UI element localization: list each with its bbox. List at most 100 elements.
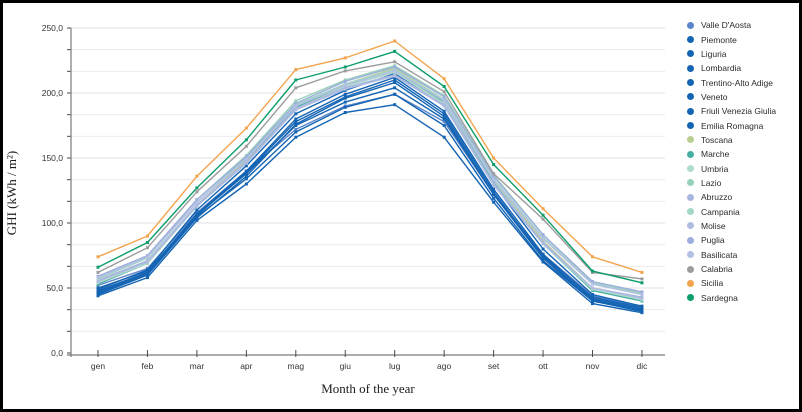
data-point-marker — [492, 174, 496, 178]
data-point-marker — [541, 255, 545, 259]
data-point-marker — [244, 126, 248, 130]
legend-label: Veneto — [701, 91, 728, 102]
data-point-marker — [343, 87, 347, 91]
legend-label: Lazio — [701, 177, 722, 188]
legend-item-puglia: Puglia — [687, 233, 776, 247]
data-point-marker — [244, 157, 248, 161]
data-point-marker — [195, 218, 199, 222]
data-point-marker — [541, 207, 545, 211]
x-tick-label-mar: mar — [189, 361, 205, 371]
legend-item-abruzzo: Abruzzo — [687, 190, 776, 204]
legend-color-dot — [687, 122, 694, 130]
data-point-marker — [492, 156, 496, 160]
legend-color-dot — [687, 265, 694, 273]
data-point-marker — [591, 286, 594, 290]
y-tick-label: 0,0 — [51, 347, 63, 358]
legend-item-sardegna: Sardegna — [687, 291, 776, 305]
legend-label: Marche — [701, 149, 730, 160]
series-line-veneto — [97, 76, 643, 310]
series-line-trentino-alto-adige — [97, 93, 643, 311]
data-point-marker — [640, 304, 644, 308]
x-tick-label-giu: giu — [339, 361, 351, 371]
data-point-marker — [492, 163, 496, 166]
data-point-marker — [96, 270, 100, 274]
data-point-marker — [195, 208, 199, 212]
data-point-marker — [393, 103, 397, 107]
legend-color-dot — [687, 279, 694, 287]
data-point-marker — [145, 268, 149, 272]
legend-color-dot — [687, 50, 694, 58]
data-point-marker — [442, 90, 446, 94]
data-point-marker — [294, 112, 298, 116]
legend-color-dot — [687, 136, 694, 144]
data-point-marker — [96, 255, 100, 259]
data-point-marker — [442, 109, 446, 113]
data-point-marker — [442, 104, 446, 108]
series-line-sicilia — [97, 40, 643, 274]
legend-item-marche: Marche — [687, 147, 776, 161]
series-line-toscana — [97, 67, 643, 300]
data-point-marker — [145, 260, 149, 264]
legend-item-toscana: Toscana — [687, 133, 776, 147]
data-point-marker — [492, 172, 496, 176]
x-axis-title: Month of the year — [321, 381, 415, 396]
data-point-marker — [442, 95, 446, 99]
legend-label: Molise — [701, 220, 726, 231]
data-point-marker — [343, 65, 347, 69]
x-tick-label-ago: ago — [437, 361, 452, 371]
series-line-abruzzo — [97, 74, 643, 298]
data-point-marker — [541, 217, 545, 221]
data-point-marker — [244, 161, 248, 165]
data-point-marker — [343, 83, 347, 87]
data-point-marker — [393, 49, 397, 53]
data-point-marker — [393, 69, 397, 73]
data-point-marker — [591, 280, 594, 283]
legend-color-dot — [687, 21, 694, 29]
legend-item-lazio: Lazio — [687, 176, 776, 190]
data-point-marker — [343, 56, 347, 60]
data-point-marker — [591, 282, 594, 286]
legend-color-dot — [687, 236, 694, 244]
legend-label: Piemonte — [701, 34, 737, 45]
legend-label: Campania — [701, 206, 740, 217]
data-point-marker — [541, 242, 545, 246]
data-point-marker — [294, 135, 298, 139]
legend-color-dot — [687, 150, 694, 158]
y-tick-label: 150,0 — [41, 152, 63, 163]
legend-item-liguria: Liguria — [687, 47, 776, 61]
legend-item-basilicata: Basilicata — [687, 248, 776, 262]
data-point-marker — [492, 190, 496, 194]
x-tick-label-feb: feb — [141, 361, 154, 371]
data-point-marker — [145, 276, 149, 280]
data-point-marker — [541, 259, 545, 263]
legend-label: Lombardia — [701, 63, 742, 74]
data-point-marker — [492, 192, 496, 196]
data-point-marker — [145, 246, 149, 250]
data-point-marker — [343, 111, 347, 114]
data-point-marker — [294, 108, 298, 112]
data-point-marker — [541, 233, 545, 237]
data-point-marker — [343, 69, 347, 73]
legend-item-friuli-venezia-giulia: Friuli Venezia Giulia — [687, 104, 776, 118]
data-point-marker — [393, 60, 397, 64]
data-point-marker — [640, 296, 644, 300]
series-line-basilicata — [97, 70, 643, 296]
data-point-marker — [442, 112, 446, 116]
legend-color-dot — [687, 251, 694, 259]
legend-label: Basilicata — [701, 249, 738, 260]
legend-label: Trentino-Alto Adige — [701, 77, 773, 88]
legend-label: Emilia Romagna — [701, 120, 764, 131]
data-point-marker — [591, 298, 594, 302]
data-point-marker — [492, 183, 496, 187]
legend-item-calabria: Calabria — [687, 262, 776, 276]
legend-color-dot — [687, 294, 694, 302]
chart-legend: Valle D'Aosta Piemonte Liguria Lombardia Tre… — [687, 18, 776, 305]
data-point-marker — [393, 81, 397, 85]
series-line-molise — [97, 75, 643, 300]
data-point-marker — [343, 92, 347, 96]
series-line-liguria — [97, 103, 643, 314]
data-point-marker — [244, 144, 248, 148]
data-point-marker — [541, 252, 545, 256]
legend-color-dot — [687, 193, 694, 201]
